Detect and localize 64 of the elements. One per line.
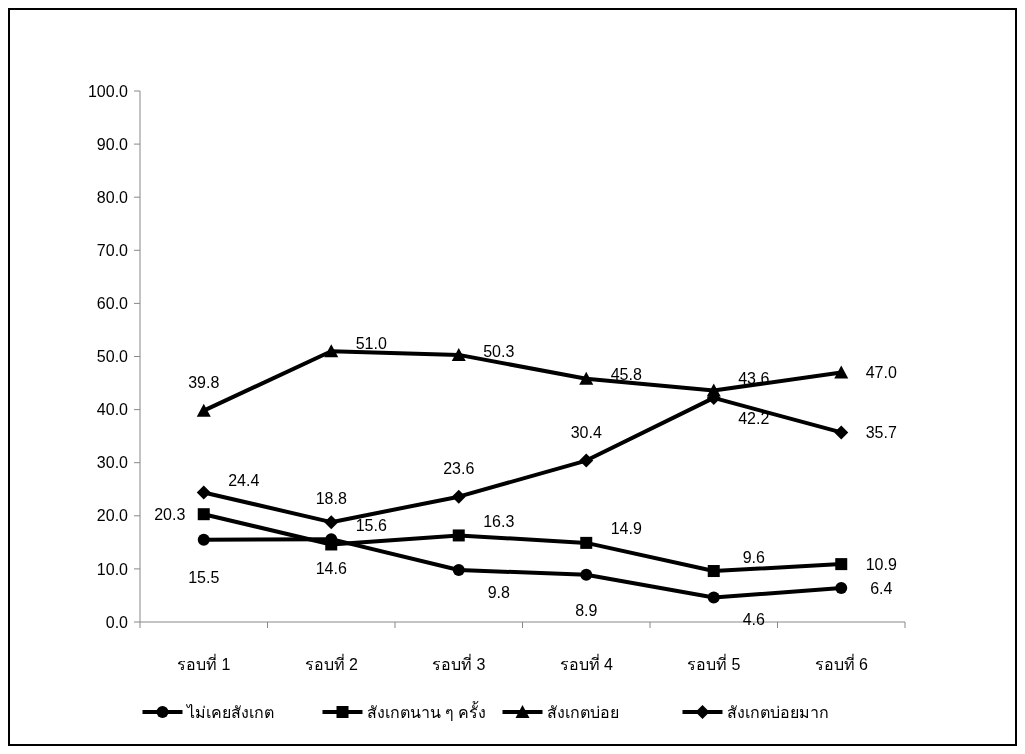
y-tick-label: 50.0: [96, 348, 129, 366]
point: [324, 515, 339, 530]
data-label: 18.8: [315, 489, 347, 507]
y-tick-label: 20.0: [96, 507, 129, 525]
x-tick-label: รอบที่ 2: [304, 653, 359, 673]
legend-label: สังเกตบ่อย: [546, 703, 619, 721]
point: [707, 565, 720, 578]
point: [579, 371, 594, 385]
data-label: 20.3: [154, 505, 186, 523]
data-label: 16.3: [483, 513, 515, 531]
data-label: 9.6: [742, 548, 765, 566]
x-tick-label: รอบที่ 3: [432, 653, 486, 673]
point: [196, 403, 211, 417]
y-tick-label: 10.0: [96, 560, 129, 578]
data-label: 10.9: [865, 555, 897, 573]
y-tick-label: 100.0: [87, 82, 129, 100]
point: [834, 365, 849, 379]
point: [835, 582, 848, 595]
data-label: 14.6: [315, 560, 347, 578]
y-tick-label: 0.0: [105, 613, 129, 631]
legend-label: สังเกตนาน ๆ ครั้ง: [366, 700, 487, 721]
point: [579, 453, 594, 468]
point: [197, 533, 210, 546]
data-label: 45.8: [610, 366, 642, 384]
data-label: 50.3: [483, 342, 515, 360]
point: [580, 536, 593, 549]
data-label: 47.0: [865, 364, 897, 382]
y-tick-label: 30.0: [96, 454, 129, 472]
data-label: 39.8: [188, 374, 220, 392]
data-label: 30.4: [570, 424, 602, 442]
y-tick-label: 40.0: [96, 401, 129, 419]
point: [196, 485, 211, 500]
y-tick-label: 80.0: [96, 188, 129, 206]
data-label: 8.9: [575, 602, 598, 620]
legend-label: ไม่เคยสังเกต: [184, 702, 274, 721]
point: [835, 558, 848, 571]
data-label: 6.4: [870, 579, 893, 597]
point: [452, 563, 465, 576]
x-tick-label: รอบที่ 1: [177, 653, 231, 673]
data-label: 35.7: [865, 424, 897, 442]
point: [707, 591, 720, 604]
data-label: 23.6: [443, 460, 475, 478]
data-label: 51.0: [355, 334, 387, 352]
point: [452, 529, 465, 542]
point: [451, 347, 466, 361]
data-label: 14.9: [610, 520, 642, 538]
y-tick-label: 90.0: [96, 135, 129, 153]
x-tick-label: รอบที่ 4: [559, 653, 614, 673]
legend-label: สังเกตบ่อยมาก: [726, 703, 829, 721]
point: [325, 538, 338, 551]
point: [834, 425, 849, 440]
data-label: 15.5: [188, 569, 220, 587]
data-label: 24.4: [228, 472, 260, 490]
y-tick-label: 60.0: [96, 295, 129, 312]
data-label: 15.6: [355, 516, 387, 534]
data-label: 9.8: [487, 583, 510, 601]
x-tick-label: รอบที่ 5: [687, 653, 741, 673]
point: [324, 344, 339, 358]
data-label: 4.6: [742, 611, 765, 629]
point: [197, 508, 210, 521]
y-tick-label: 70.0: [96, 241, 129, 259]
x-tick-label: รอบที่ 6: [814, 653, 869, 673]
point: [451, 489, 466, 504]
point: [580, 568, 593, 581]
